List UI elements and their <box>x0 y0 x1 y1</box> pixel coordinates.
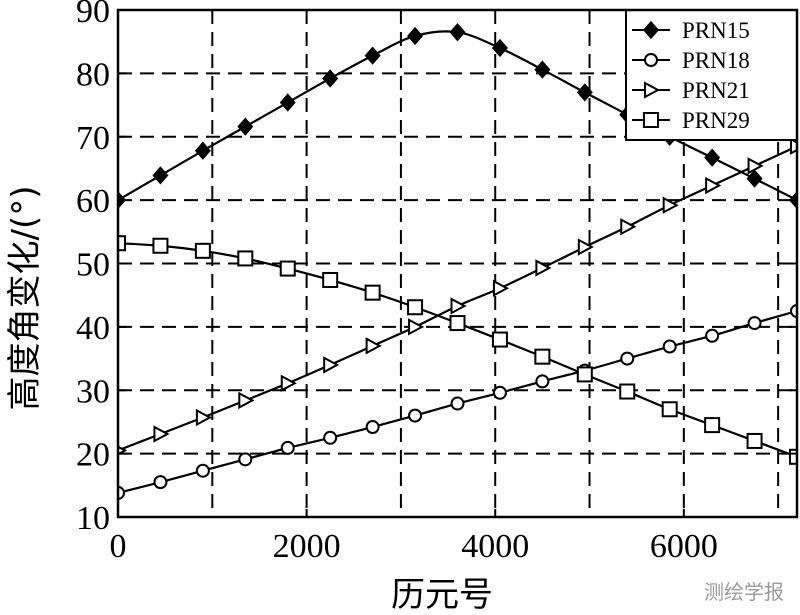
data-point-prn18 <box>280 440 295 455</box>
y-tick-label: 40 <box>76 310 110 347</box>
legend-label-prn29: PRN29 <box>682 108 750 133</box>
data-point-prn21 <box>195 408 212 427</box>
data-point-prn29 <box>322 271 339 288</box>
data-point-prn21 <box>790 137 797 155</box>
data-point-prn29 <box>534 348 551 365</box>
grid-lines <box>118 10 797 517</box>
data-point-prn18 <box>662 339 677 354</box>
data-point-prn18 <box>118 485 125 500</box>
legend-marker-prn18 <box>644 53 658 67</box>
data-point-prn15 <box>704 148 721 167</box>
data-point-prn29 <box>152 237 169 254</box>
data-point-prn21 <box>408 318 425 336</box>
data-point-prn29 <box>661 401 678 418</box>
data-point-prn29 <box>237 250 254 267</box>
data-point-prn18 <box>790 304 797 319</box>
data-point-prn21 <box>705 176 722 195</box>
y-axis-title: 高度角变化/(°) <box>5 186 45 411</box>
y-tick-label: 70 <box>76 120 110 157</box>
y-tick-label: 30 <box>76 373 110 410</box>
data-point-prn18 <box>195 463 210 478</box>
axis-ticks: 10 20 30 40 50 60 70 80 90 0 2000 4000 6000 <box>76 0 797 565</box>
data-point-prn15 <box>364 46 381 65</box>
data-point-prn18 <box>408 408 423 423</box>
legend-label-prn21: PRN21 <box>682 78 750 103</box>
data-point-prn15 <box>322 69 339 88</box>
data-point-prn29 <box>449 315 466 332</box>
data-point-prn21 <box>492 279 510 297</box>
data-point-prn29 <box>364 284 381 301</box>
y-tick-label: 10 <box>76 500 110 537</box>
data-point-prn29 <box>746 432 763 449</box>
data-point-prn29 <box>576 366 593 383</box>
y-tick-label: 60 <box>76 183 110 220</box>
y-tick-label: 50 <box>76 247 110 284</box>
data-point-prn29 <box>619 383 636 400</box>
data-point-prn29 <box>704 417 721 434</box>
data-point-prn29 <box>407 299 424 316</box>
y-tick-label: 90 <box>76 0 110 30</box>
legend-marker-prn21 <box>644 81 661 99</box>
data-point-prn18 <box>705 328 720 343</box>
legend-label-prn18: PRN18 <box>682 48 750 73</box>
x-tick-label: 0 <box>110 528 127 565</box>
data-point-prn21 <box>450 297 467 315</box>
data-point-prn18 <box>747 316 762 331</box>
data-point-prn21 <box>323 356 340 374</box>
x-tick-label: 6000 <box>650 528 718 565</box>
data-point-prn18 <box>153 475 168 490</box>
data-point-prn21 <box>747 157 764 175</box>
x-tick-label: 4000 <box>461 528 529 565</box>
data-point-prn15 <box>194 141 211 160</box>
data-point-prn15 <box>534 60 551 79</box>
data-point-prn21 <box>535 259 552 277</box>
data-point-prn21 <box>365 337 382 355</box>
data-point-prn21 <box>238 391 255 410</box>
data-point-prn29 <box>789 448 797 465</box>
data-point-prn15 <box>746 169 763 188</box>
data-point-prn15 <box>491 38 508 58</box>
legend-marker-prn15 <box>643 20 659 40</box>
data-point-prn15 <box>279 93 296 112</box>
watermark-text: 测绘学报 <box>704 580 784 604</box>
data-point-prn18 <box>450 396 465 411</box>
y-tick-label: 80 <box>76 56 110 93</box>
axes-frame <box>116 8 799 519</box>
y-tick-label: 20 <box>76 437 110 474</box>
data-point-prn18 <box>492 385 507 400</box>
x-tick-label: 2000 <box>273 528 341 565</box>
data-point-prn18 <box>535 374 550 389</box>
data-point-prn21 <box>620 218 637 236</box>
data-point-prn21 <box>662 196 679 214</box>
data-point-prn15 <box>449 23 466 42</box>
data-point-prn29 <box>491 331 508 348</box>
data-point-prn18 <box>620 351 635 366</box>
data-point-prn21 <box>153 425 170 443</box>
legend-marker-prn29 <box>643 112 659 128</box>
data-point-prn15 <box>576 83 593 102</box>
data-point-prn29 <box>279 260 296 277</box>
data-point-prn18 <box>238 452 253 467</box>
data-point-prn15 <box>152 166 169 185</box>
data-point-prn15 <box>237 117 254 136</box>
x-axis-title: 历元号 <box>391 575 493 615</box>
plot-frame <box>116 8 799 519</box>
data-point-prn29 <box>194 242 211 259</box>
series-line-prn29 <box>118 242 797 458</box>
data-point-prn21 <box>577 238 594 256</box>
data-point-prn18 <box>323 430 338 445</box>
legend: PRN15 PRN18 PRN21 PRN29 <box>625 9 798 141</box>
data-point-prn15 <box>407 26 424 46</box>
data-point-prn29 <box>118 235 126 252</box>
plot-area <box>118 23 797 500</box>
data-point-prn21 <box>280 374 297 392</box>
legend-label-prn15: PRN15 <box>682 18 750 43</box>
data-point-prn18 <box>365 420 380 435</box>
